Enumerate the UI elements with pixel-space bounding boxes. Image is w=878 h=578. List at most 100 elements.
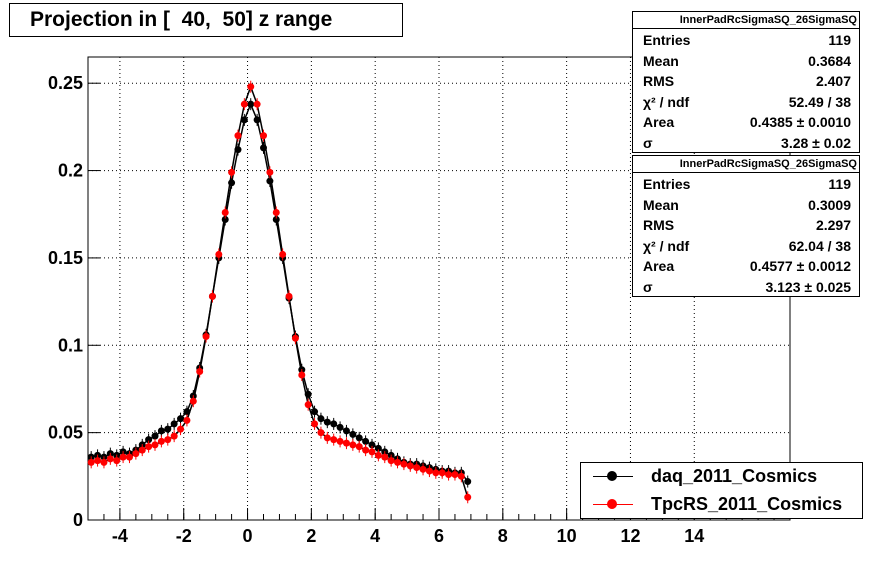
data-point: [170, 420, 178, 428]
data-point: [215, 250, 223, 258]
stats-label: Area: [643, 114, 675, 130]
stats-value: 119: [828, 176, 851, 192]
data-point: [157, 437, 165, 445]
stats-value: 0.3009: [808, 196, 851, 213]
stats-label: RMS: [643, 217, 675, 233]
data-point: [374, 444, 382, 452]
data-point: [323, 418, 331, 426]
data-point: [272, 208, 280, 216]
stats-row: Entries 119: [633, 29, 859, 50]
data-point: [349, 441, 357, 449]
stats-label: Area: [643, 258, 675, 274]
stats-value: 62.04 / 38: [788, 237, 851, 254]
data-point: [106, 455, 114, 463]
data-point: [445, 471, 453, 479]
data-point: [451, 471, 459, 479]
y-tick-label: 0.15: [48, 248, 83, 268]
data-point: [260, 144, 267, 152]
data-point: [183, 416, 191, 424]
data-point: [240, 116, 248, 124]
data-point: [381, 453, 389, 461]
data-point: [272, 215, 280, 223]
data-point: [311, 420, 319, 428]
data-point: [221, 215, 229, 223]
x-tick-label: 2: [306, 526, 316, 546]
y-tick-label: 0.1: [58, 335, 83, 355]
stats-value: 52.49 / 38: [788, 93, 851, 110]
data-point: [145, 443, 153, 451]
stats-label: Entries: [643, 32, 691, 48]
data-point: [100, 458, 108, 466]
stats-label: Mean: [643, 196, 679, 213]
data-point: [247, 83, 255, 91]
stats-row: Entries 119: [633, 173, 859, 194]
data-point: [419, 465, 427, 473]
data-point: [355, 434, 363, 442]
data-point: [291, 334, 299, 342]
data-point: [317, 429, 325, 437]
stats-row: RMS 2.407: [633, 70, 859, 91]
stats-row: Area 0.4385 ± 0.0010: [633, 111, 859, 132]
x-tick-label: -2: [176, 526, 192, 546]
data-point: [457, 472, 465, 480]
data-point: [189, 397, 197, 405]
data-point: [342, 427, 350, 435]
data-point: [208, 292, 216, 300]
stats-label: Entries: [643, 176, 691, 192]
data-point: [125, 453, 133, 461]
y-tick-label: 0.05: [48, 423, 83, 443]
chart-title: Projection in [ 40, 50] z range: [9, 3, 403, 37]
data-point: [330, 420, 338, 428]
stats-title: InnerPadRcSigmaSQ_26SigmaSQ: [633, 156, 859, 173]
stats-label: RMS: [643, 73, 675, 89]
data-point: [438, 469, 446, 477]
data-point: [394, 458, 402, 466]
data-point: [132, 450, 140, 458]
data-point: [145, 436, 153, 444]
data-point: [413, 464, 421, 472]
stats-row: σ 3.28 ± 0.02: [633, 132, 859, 153]
data-point: [362, 437, 370, 445]
data-point: [285, 292, 293, 300]
data-point: [234, 146, 242, 154]
x-tick-label: 10: [557, 526, 577, 546]
y-tick-label: 0: [73, 510, 83, 530]
stats-row: Mean 0.3009: [633, 194, 859, 215]
y-tick-label: 0.2: [58, 161, 83, 181]
legend-marker-swatch: [607, 499, 617, 509]
data-point: [387, 457, 395, 465]
data-point: [183, 408, 191, 416]
data-point: [406, 462, 414, 470]
data-point: [151, 441, 159, 449]
data-point: [304, 401, 312, 409]
data-point: [323, 434, 331, 442]
data-point: [362, 446, 370, 454]
data-point: [464, 478, 472, 486]
data-point: [253, 116, 261, 124]
stats-label: χ² / ndf: [643, 237, 690, 254]
data-point: [330, 436, 338, 444]
stats-value: 0.4385 ± 0.0010: [749, 114, 851, 130]
data-point: [157, 427, 165, 435]
data-point: [336, 437, 344, 445]
data-point: [240, 100, 248, 108]
data-point: [94, 457, 102, 465]
stats-label: σ: [643, 134, 653, 151]
stats-label: Mean: [643, 52, 679, 69]
legend-entry: TpcRS_2011_Cosmics: [581, 492, 862, 518]
data-point: [164, 436, 172, 444]
legend-label: TpcRS_2011_Cosmics: [651, 494, 843, 514]
stats-value: 3.28 ± 0.02: [781, 134, 851, 151]
data-point: [355, 443, 363, 451]
data-point: [400, 460, 408, 468]
data-point: [113, 457, 121, 465]
stats-value: 2.407: [815, 73, 851, 89]
data-point: [228, 168, 236, 176]
data-point: [196, 367, 204, 375]
data-point: [87, 458, 95, 466]
data-point: [266, 177, 274, 185]
data-point: [164, 425, 172, 433]
series-fit-line: [91, 84, 469, 498]
x-tick-label: 6: [434, 526, 444, 546]
